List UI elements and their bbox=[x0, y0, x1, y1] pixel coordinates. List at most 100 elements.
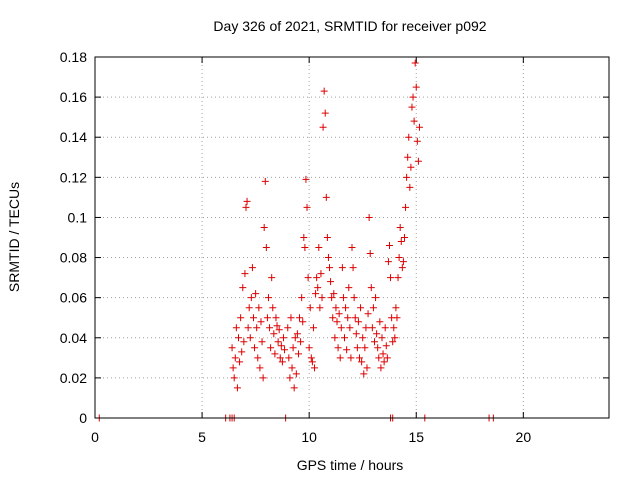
data-point bbox=[258, 338, 266, 346]
y-tick-label: 0.18 bbox=[60, 49, 87, 65]
data-point bbox=[333, 318, 341, 326]
data-point bbox=[316, 304, 324, 312]
data-point bbox=[293, 330, 301, 338]
data-point bbox=[275, 326, 283, 334]
data-point bbox=[349, 264, 357, 272]
data-point bbox=[393, 314, 401, 322]
data-point bbox=[387, 274, 395, 282]
data-point bbox=[238, 348, 246, 356]
data-point bbox=[303, 203, 311, 211]
data-point bbox=[259, 374, 267, 382]
data-point bbox=[317, 270, 325, 278]
data-point bbox=[311, 364, 319, 372]
data-point bbox=[376, 318, 384, 326]
y-tick-label: 0 bbox=[79, 410, 87, 426]
data-point bbox=[323, 234, 331, 241]
data-point bbox=[413, 137, 421, 145]
data-point bbox=[266, 324, 274, 332]
x-tick-label: 10 bbox=[301, 429, 317, 445]
data-point bbox=[350, 294, 358, 302]
data-point bbox=[354, 318, 362, 326]
data-point bbox=[327, 278, 335, 286]
data-point bbox=[233, 384, 241, 392]
y-tick-labels: 0 0.02 0.04 0.06 0.08 0.1 0.12 0.14 0.16 0.18 bbox=[60, 49, 87, 426]
data-point bbox=[261, 177, 269, 185]
data-point bbox=[361, 344, 369, 352]
data-point bbox=[366, 250, 374, 258]
data-point bbox=[372, 294, 380, 302]
data-point bbox=[407, 163, 415, 171]
data-point bbox=[294, 350, 302, 358]
data-point bbox=[257, 318, 265, 326]
data-point bbox=[320, 87, 328, 95]
data-point bbox=[286, 374, 294, 382]
data-point bbox=[240, 338, 248, 346]
data-point bbox=[342, 304, 350, 312]
data-point bbox=[359, 334, 367, 342]
data-point bbox=[262, 244, 270, 252]
data-point bbox=[414, 157, 422, 165]
data-point bbox=[410, 117, 418, 125]
data-point bbox=[291, 334, 299, 342]
data-point bbox=[306, 304, 314, 312]
data-point bbox=[301, 244, 309, 252]
data-point bbox=[247, 294, 255, 302]
data-point bbox=[307, 354, 315, 362]
data-point bbox=[399, 258, 407, 266]
data-point bbox=[374, 344, 382, 352]
data-point bbox=[272, 314, 280, 322]
data-point bbox=[383, 354, 391, 362]
data-point bbox=[260, 223, 268, 231]
data-point bbox=[337, 324, 345, 332]
data-point bbox=[391, 334, 399, 342]
grid bbox=[95, 57, 609, 418]
data-point bbox=[362, 324, 370, 332]
y-tick-label: 0.08 bbox=[60, 250, 87, 266]
data-point bbox=[378, 334, 386, 342]
data-point bbox=[338, 264, 346, 272]
data-point bbox=[292, 370, 300, 378]
data-point bbox=[231, 354, 239, 362]
data-point bbox=[357, 304, 365, 312]
data-point bbox=[344, 314, 352, 322]
data-point bbox=[309, 324, 317, 332]
y-tick-label: 0.16 bbox=[60, 89, 87, 105]
data-point bbox=[403, 173, 411, 181]
data-point bbox=[304, 274, 312, 282]
data-point bbox=[408, 103, 416, 111]
data-point bbox=[279, 334, 287, 342]
data-point bbox=[336, 354, 344, 362]
y-axis-title: SRMTID / TECUs bbox=[6, 182, 22, 292]
data-point bbox=[318, 294, 326, 302]
data-point bbox=[324, 254, 332, 262]
y-tick-label: 0.02 bbox=[60, 370, 87, 386]
data-point bbox=[367, 284, 375, 292]
data-point bbox=[411, 59, 419, 67]
data-point bbox=[364, 310, 372, 318]
data-point bbox=[385, 242, 393, 250]
data-point bbox=[395, 254, 403, 262]
data-point bbox=[313, 274, 321, 282]
data-point bbox=[288, 364, 296, 372]
data-point bbox=[343, 346, 351, 354]
data-point bbox=[241, 270, 249, 278]
data-point bbox=[377, 364, 385, 372]
data-point bbox=[365, 213, 373, 221]
data-point bbox=[278, 358, 286, 366]
data-point bbox=[363, 364, 371, 372]
data-point bbox=[345, 284, 353, 292]
x-tick-label: 15 bbox=[408, 429, 424, 445]
data-point bbox=[346, 324, 354, 332]
data-point bbox=[269, 304, 277, 312]
data-point bbox=[375, 354, 383, 362]
x-tick-label: 0 bbox=[91, 429, 99, 445]
data-point bbox=[382, 342, 390, 350]
data-point bbox=[330, 290, 338, 298]
data-point bbox=[284, 324, 292, 332]
data-point bbox=[296, 314, 304, 322]
data-point bbox=[237, 314, 245, 322]
data-point bbox=[368, 324, 376, 332]
data-point bbox=[297, 338, 305, 346]
data-point bbox=[389, 338, 397, 346]
